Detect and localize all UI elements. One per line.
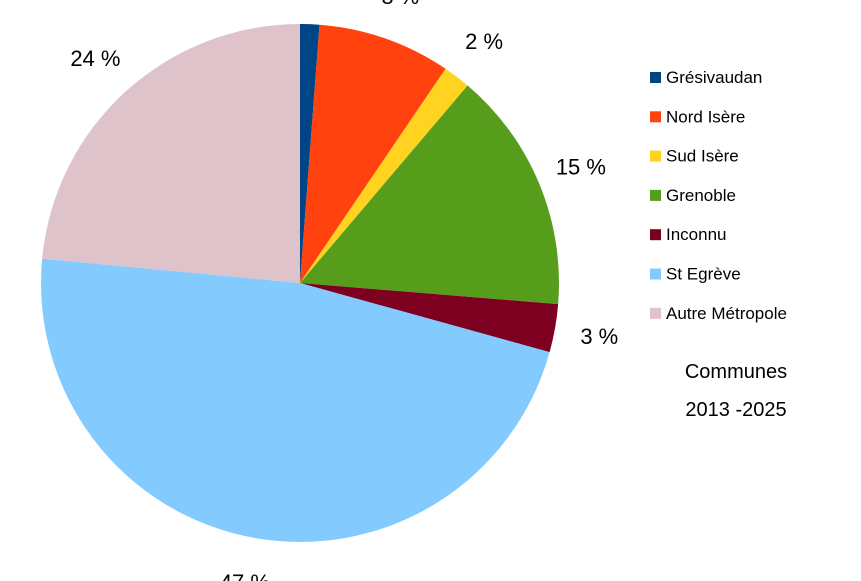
slice-label-5: 47 % [220, 570, 270, 581]
legend-swatch-6 [650, 307, 661, 319]
legend-swatch-3 [650, 189, 661, 201]
pie-slice-0 [300, 24, 320, 283]
slice-label-6: 24 % [70, 46, 120, 71]
pie-slice-1 [300, 24, 446, 284]
legend-swatch-1 [650, 111, 661, 123]
slice-label-3: 15 % [556, 155, 606, 180]
slice-labels: 1 %8 %2 %15 %3 %47 %24 % [70, 0, 618, 581]
legend-label-5: St Egrève [666, 265, 741, 284]
legend-label-6: Autre Métropole [666, 304, 787, 323]
pie-slice-5 [41, 258, 550, 542]
chart-annotation: Communes 2013 -2025 [685, 361, 787, 421]
legend-label-4: Inconnu [666, 225, 727, 244]
slice-label-4: 3 % [580, 324, 618, 349]
slice-label-1: 8 % [381, 0, 419, 9]
pie-slice-2 [300, 68, 468, 283]
legend-label-2: Sud Isère [666, 147, 739, 166]
pie-slice-6 [42, 24, 301, 283]
pie-slice-3 [300, 85, 560, 305]
pie-slices [41, 24, 560, 542]
legend: Grésivaudan Nord Isère Sud Isère Grenoble In… [650, 68, 787, 323]
annotation-line-2: 2013 -2025 [685, 399, 786, 421]
legend-swatch-5 [650, 268, 661, 280]
legend-swatch-2 [650, 150, 661, 162]
legend-swatch-0 [650, 72, 661, 83]
annotation-line-1: Communes [685, 361, 787, 383]
legend-label-1: Nord Isère [666, 107, 745, 126]
legend-swatch-4 [650, 229, 661, 241]
slice-label-2: 2 % [465, 29, 503, 54]
legend-label-3: Grenoble [666, 186, 736, 205]
legend-label-0: Grésivaudan [666, 68, 762, 87]
pie-slice-4 [300, 283, 559, 353]
